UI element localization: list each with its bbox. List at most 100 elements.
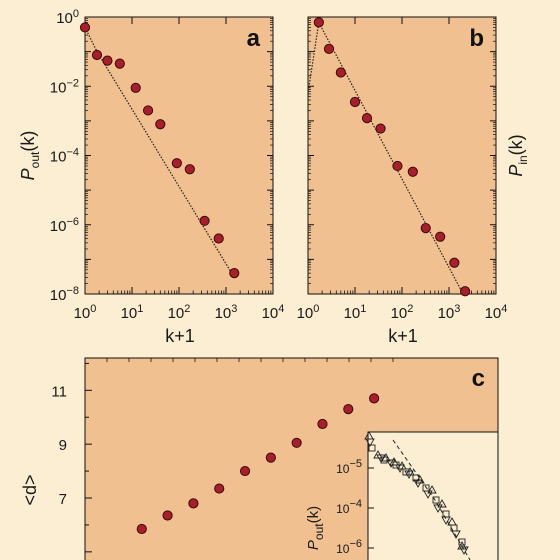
x-tick-label: 100 [297,303,320,322]
inset-marker-square [412,474,420,482]
inset-marker-square [432,496,440,504]
x-tick-label: 101 [344,303,367,322]
data-point [407,166,418,177]
data-point [213,233,224,244]
panel-c-inset: 10−5 10−4 10−6 Pout(k) [305,431,499,560]
panel-a-points [79,22,240,279]
data-point [171,158,182,169]
data-point [349,96,361,108]
x-tick-label: 103 [438,303,461,322]
y-tick-label: 7 [59,491,67,508]
x-tick-label: 101 [121,303,144,322]
panel-b-fit-line [307,20,464,295]
data-point [130,82,141,93]
inset-marker-square [450,524,458,532]
panel-c-x-ticks [106,358,394,362]
data-point [435,231,446,242]
data-point [369,393,380,404]
inset-markers [364,431,469,555]
panel-a-y-ticks: 100 10−2 10−4 10−6 10−8 [50,8,273,304]
x-tick-label: 102 [168,303,191,322]
data-point [142,105,154,116]
inset-marker-square [380,456,388,464]
inset-marker-down-triangle [413,479,423,488]
x-tick-label: 100 [74,303,97,322]
data-point [229,268,240,279]
x-tick-label: 104 [262,303,285,322]
inset-y-tick-label: 10−6 [336,538,362,556]
inset-marker-triangle [405,467,415,476]
inset-marker-down-triangle [376,454,386,463]
y-tick-label: 11 [51,383,67,400]
panel-a-x-axis-label: k+1 [165,326,195,346]
data-point [199,215,210,226]
inset-marker-square [402,468,410,476]
y-tick-label: 9 [59,437,67,454]
b-y-axis-label-text: Pin(k) [506,134,530,176]
panel-b: 100 101 102 103 104 b Pin(k) k+1 [297,16,530,346]
data-point [291,437,302,448]
panel-b-plot-area [307,16,497,295]
inset-y-axis-label-text: Pout(k) [305,506,326,550]
panel-b-points [313,17,471,297]
data-point [114,58,125,69]
data-point [323,43,335,54]
inset-fit-line [392,439,471,560]
y-tick-label: 10−8 [50,285,79,304]
panel-a-letter: a [247,25,261,52]
inset-marker-down-triangle [433,504,443,513]
panel-c-y-ticks: 7 9 11 [51,362,92,553]
a-y-axis-label-text: Pout(k) [18,131,42,181]
data-point [188,498,199,509]
data-point [79,22,91,33]
data-point [184,164,195,175]
inset-marker-square [392,461,400,469]
data-point [155,119,166,130]
data-point [162,510,173,521]
inset-marker-triangle [373,450,383,459]
x-tick-label: 102 [391,303,414,322]
inset-marker-square [442,510,450,518]
data-point [361,113,373,124]
data-point [136,523,147,535]
data-point [375,123,386,134]
data-point [335,67,346,78]
data-point [91,49,103,61]
inset-marker-down-triangle [395,464,405,473]
data-point [214,483,225,494]
data-point [420,223,431,234]
inset-marker-square [368,444,376,452]
panel-c-points [136,393,380,535]
panel-c-letter: c [472,365,485,392]
inset-y-ticks: 10−5 10−4 10−6 [336,458,374,556]
panel-b-x-axis-label: k+1 [388,326,418,346]
inset-y-tick-label: 10−5 [336,458,362,476]
inset-y-tick-label: 10−4 [336,498,362,516]
data-point [343,404,354,415]
inset-y-axis-label: Pout(k) [305,506,326,550]
panel-b-x-ticks: 100 101 102 103 104 [297,17,507,322]
data-point [449,257,460,268]
panel-a-plot-area [84,16,274,295]
y-tick-label: 10−2 [50,77,79,96]
panel-a: 100 101 102 103 104 100 10−2 10−4 10−6 10−8 a Po… [18,8,284,346]
data-point [102,55,113,66]
inset-marker-down-triangle [365,438,375,447]
data-point [239,465,251,477]
data-point [265,452,276,463]
y-tick-label: 10−4 [50,147,79,166]
data-point [459,286,471,297]
inset-marker-triangle [437,499,447,508]
panel-a-y-axis-label: Pout(k) [18,131,42,181]
panel-b-y-ticks [308,16,496,295]
inset-marker-down-triangle [459,546,469,555]
panel-c: 7 9 11 c <d> 10−5 10−4 10−6 Pout(k) [20,357,499,560]
y-tick-label: 10−6 [50,216,79,235]
inset-marker-triangle [457,541,467,550]
panel-a-x-ticks: 100 101 102 103 104 [74,17,285,322]
inset-plot-area [367,431,499,560]
inset-marker-triangle [389,457,399,466]
panel-b-y-axis-label: Pin(k) [506,134,530,176]
inset-marker-triangle [427,485,437,494]
